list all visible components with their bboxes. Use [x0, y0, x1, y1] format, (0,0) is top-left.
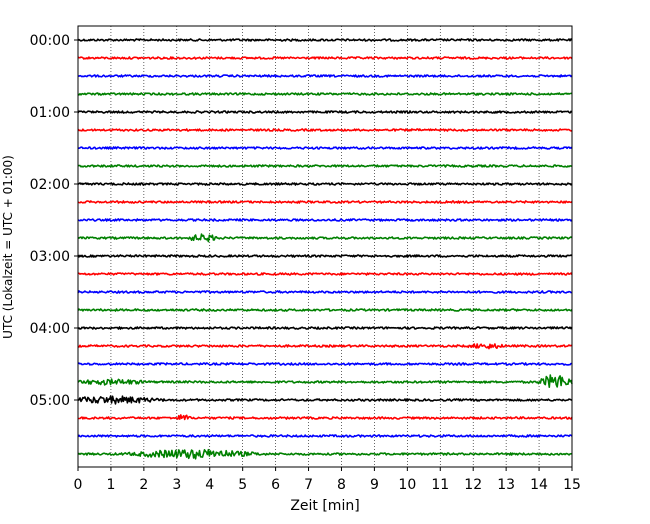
trace-line [77, 326, 573, 330]
x-tick-label: 2 [139, 477, 148, 493]
trace-line [78, 146, 573, 150]
trace-line [78, 414, 573, 421]
trace-line [77, 218, 573, 222]
y-tick-label: 01:00 [30, 105, 70, 121]
x-tick-label: 11 [431, 477, 449, 493]
x-tick-label: 6 [271, 477, 280, 493]
trace-line [77, 362, 573, 366]
trace-line [77, 92, 573, 96]
x-axis-label: Zeit [min] [290, 498, 359, 514]
y-axis-ticks: 00:00 01:00 02:00 03:00 04:00 05:00 [30, 33, 78, 409]
trace-line [77, 448, 573, 460]
trace-line [77, 434, 573, 438]
trace-line [77, 254, 573, 258]
x-axis-ticks: 0 1 2 3 4 5 6 7 8 9 10 11 12 13 14 15 [74, 467, 581, 493]
x-tick-label: 0 [74, 477, 83, 493]
trace-line [77, 38, 573, 42]
x-tick-label: 8 [337, 477, 346, 493]
trace-line [78, 74, 573, 78]
trace-line [77, 290, 573, 294]
x-tick-label: 4 [205, 477, 214, 493]
trace-line [77, 343, 573, 350]
trace-line [77, 395, 573, 405]
seismogram-traces [77, 38, 573, 460]
x-tick-label: 10 [398, 477, 416, 493]
y-tick-label: 00:00 [30, 33, 70, 49]
y-axis-label: UTC (Lokalzeit = UTC + 01:00) [1, 155, 15, 339]
trace-line [77, 182, 573, 186]
x-tick-label: 14 [530, 477, 548, 493]
y-tick-label: 02:00 [30, 177, 70, 193]
trace-line [77, 200, 573, 204]
y-tick-label: 05:00 [30, 393, 70, 409]
x-tick-label: 3 [172, 477, 181, 493]
x-tick-label: 5 [238, 477, 247, 493]
trace-line [77, 374, 573, 388]
trace-line [77, 56, 573, 60]
trace-line [77, 308, 573, 312]
trace-line [77, 233, 573, 243]
x-tick-label: 1 [106, 477, 115, 493]
trace-line [77, 128, 573, 132]
x-tick-label: 15 [563, 477, 581, 493]
trace-line [77, 272, 573, 276]
trace-line [77, 164, 572, 168]
x-tick-label: 9 [370, 477, 379, 493]
y-tick-label: 04:00 [30, 321, 70, 337]
trace-line [77, 110, 573, 114]
plot-frame [77, 25, 573, 468]
x-tick-label: 13 [497, 477, 515, 493]
x-tick-label: 7 [304, 477, 313, 493]
x-tick-label: 12 [464, 477, 482, 493]
y-tick-label: 03:00 [30, 249, 70, 265]
